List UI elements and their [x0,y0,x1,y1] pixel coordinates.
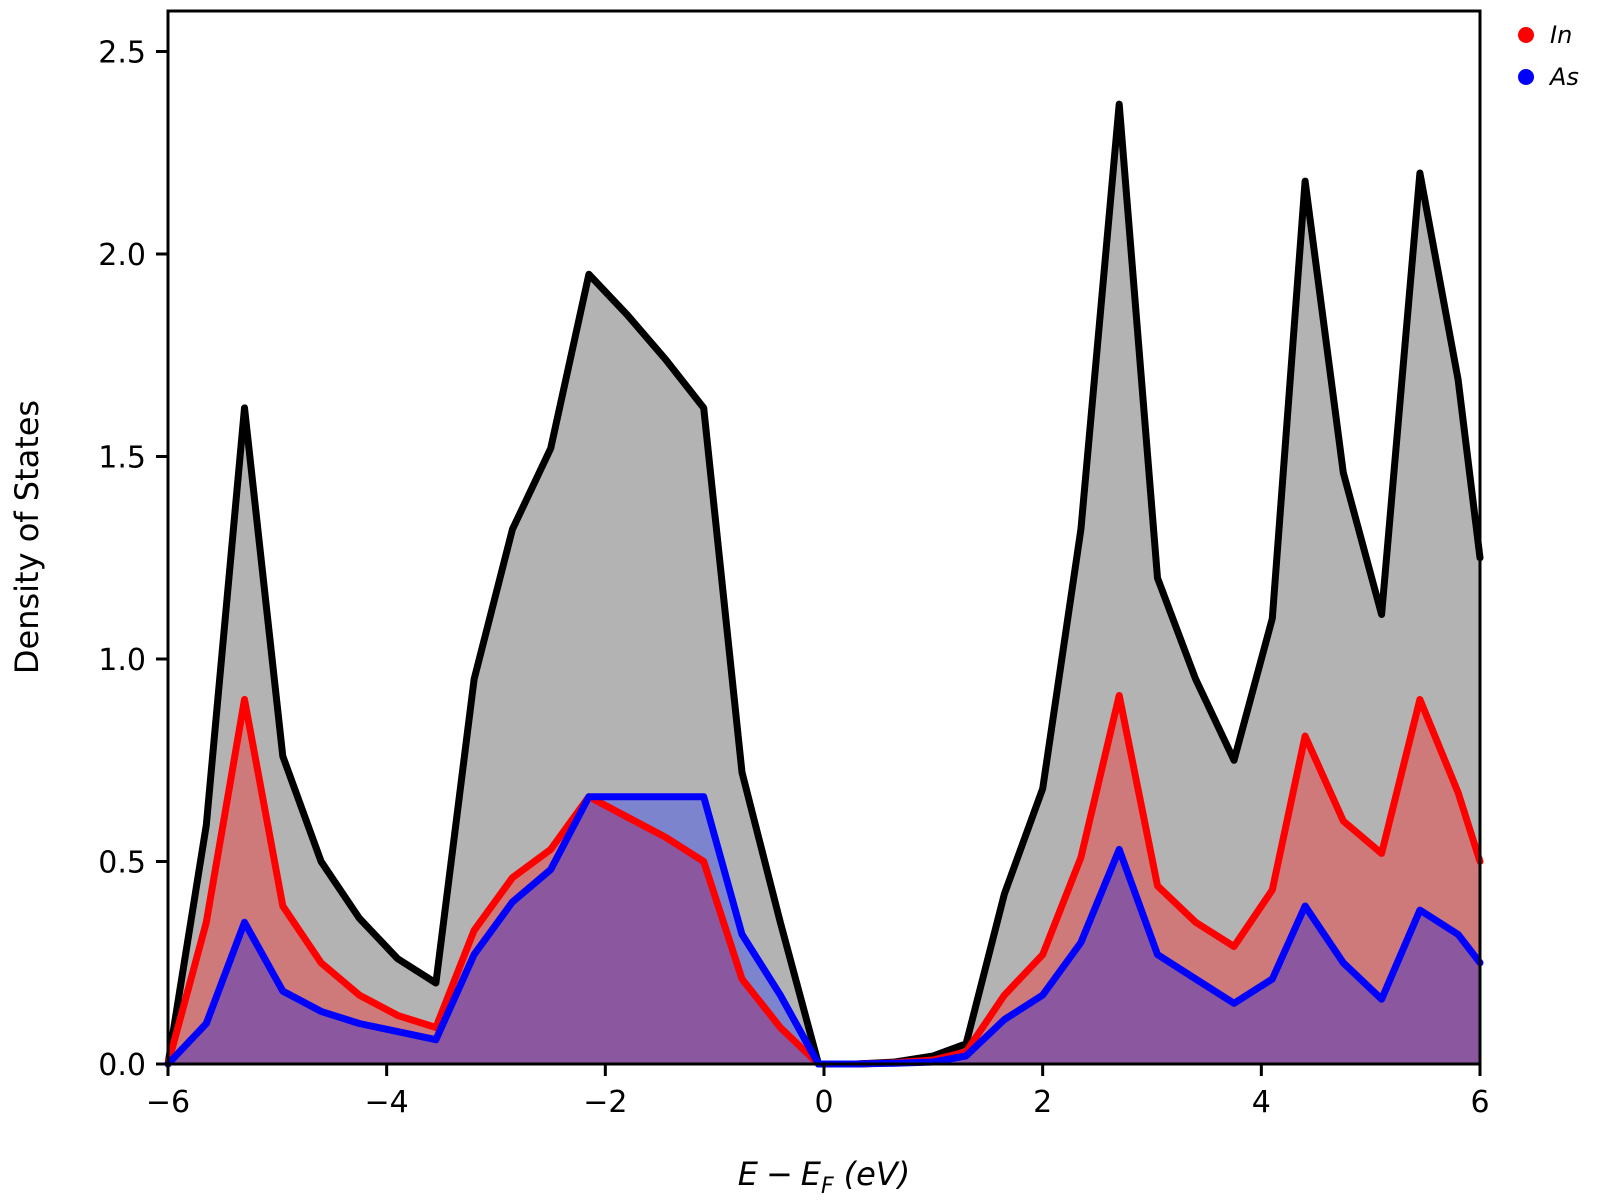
legend-label-in: In [1550,21,1572,49]
y-tick-label: 0.0 [98,1048,146,1083]
total-dos-area [168,104,1480,1065]
legend-label-as: As [1548,63,1579,91]
x-tick-label: 0 [814,1085,833,1120]
y-axis-label: Density of States [8,400,46,674]
x-tick-label: −2 [583,1085,627,1120]
legend: In As [1518,21,1579,91]
y-tick-label: 2.5 [98,36,146,71]
x-tick-label: 4 [1252,1085,1271,1120]
y-tick-label: 1.0 [98,643,146,678]
x-tick-label: 2 [1033,1085,1052,1120]
x-axis-ticks: −6 −4 −2 0 2 4 6 [146,1064,1490,1120]
y-tick-label: 1.5 [98,441,146,476]
x-axis-label: E − EF (eV) [738,1155,910,1199]
x-tick-label: −4 [365,1085,409,1120]
area-fills [168,104,1480,1065]
legend-marker-in [1518,27,1534,43]
x-tick-label: 6 [1470,1085,1489,1120]
y-tick-label: 0.5 [98,846,146,881]
overlap-area [168,796,1480,1064]
legend-marker-as [1518,69,1534,85]
y-axis-ticks: 0.0 0.5 1.0 1.5 2.0 2.5 [98,36,168,1083]
y-tick-label: 2.0 [98,238,146,273]
x-tick-label: −6 [146,1085,190,1120]
